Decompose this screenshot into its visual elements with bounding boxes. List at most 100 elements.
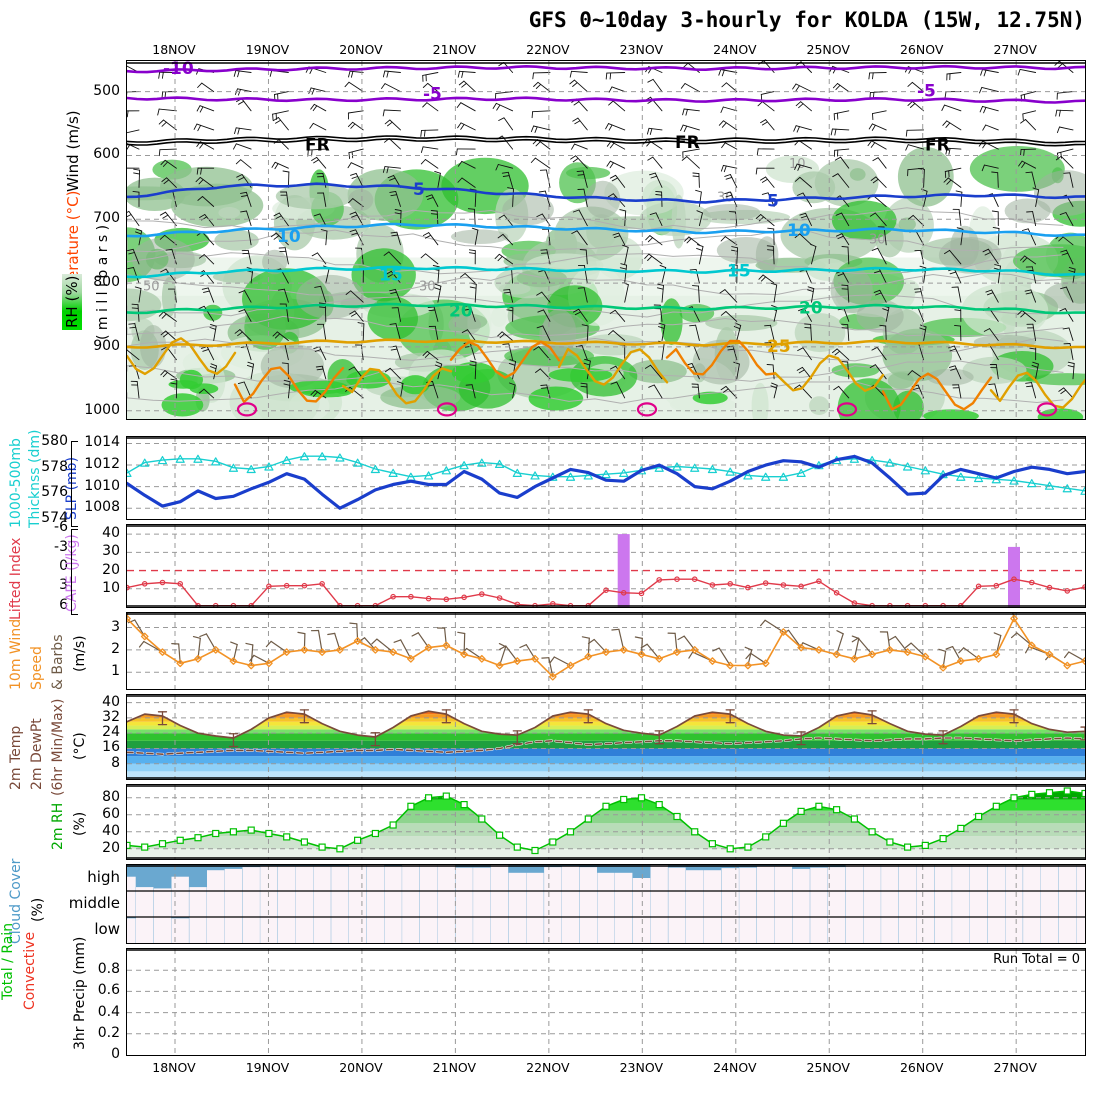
svg-text:-5: -5 — [917, 82, 936, 102]
panel-2m-rh[interactable] — [126, 784, 1086, 860]
date-label: 22NOV — [526, 1060, 570, 1075]
panel-lifted-index-cape[interactable] — [126, 524, 1086, 608]
panel-upper-air[interactable]: 50 30 30 30 10 -10 -5 -5 FR FR FR 5 5 10 10 15 15 20 20 25 — [126, 60, 1086, 420]
svg-text:25: 25 — [767, 337, 791, 357]
svg-text:5: 5 — [413, 180, 425, 200]
thickness-tick: 580 — [41, 433, 68, 450]
slp-tick: 1014 — [84, 434, 120, 451]
svg-text:FR: FR — [925, 135, 950, 155]
precip-tick: 0.2 — [97, 1024, 120, 1041]
date-label: 21NOV — [432, 1060, 477, 1075]
date-label: 19NOV — [245, 1060, 290, 1075]
rh-tick: 20 — [102, 839, 120, 856]
temp-tick: 16 — [102, 739, 120, 756]
precip-tick: 0.4 — [97, 1003, 120, 1020]
cape-tick: 20 — [102, 561, 120, 578]
panel-cloud-cover[interactable] — [126, 864, 1086, 944]
date-label: 23NOV — [619, 42, 664, 57]
rh-tick: 80 — [102, 788, 120, 805]
label-wind-barbs: & Barbs — [50, 634, 66, 691]
cloud-level-tick: high — [87, 868, 120, 886]
wind-tick: 3 — [111, 618, 120, 635]
date-label: 18NOV — [152, 42, 196, 57]
cloud-level-tick: middle — [68, 894, 120, 912]
label-thickness-2: Thicknss (dm) — [27, 429, 43, 528]
temp-tick: 8 — [111, 754, 120, 771]
lifted-index-tick: -6 — [54, 519, 68, 536]
svg-text:FR: FR — [675, 133, 700, 153]
label-2m-rh: 2m RH — [50, 802, 66, 850]
pressure-tick: 900 — [93, 337, 120, 354]
svg-text:10: 10 — [277, 227, 301, 247]
date-label: 26NOV — [899, 1060, 944, 1075]
date-label: 18NOV — [152, 1060, 196, 1075]
label-millibars: ( m i l l i b a r s ) — [95, 224, 111, 340]
temp-tick: 32 — [102, 708, 120, 725]
panel-slp-thickness[interactable] — [126, 436, 1086, 520]
svg-text:20: 20 — [799, 299, 823, 319]
svg-text:-10: -10 — [163, 61, 194, 79]
slp-tick: 1012 — [84, 456, 120, 473]
date-label: 25NOV — [806, 1060, 850, 1075]
date-label: 22NOV — [526, 42, 570, 57]
date-label: 27NOV — [993, 1060, 1037, 1075]
label-temp-units: (°C) — [72, 732, 88, 760]
label-10m-wind: 10m Wind — [8, 618, 24, 690]
svg-text:5: 5 — [767, 191, 779, 211]
svg-text:15: 15 — [727, 262, 751, 282]
date-label: 20NOV — [339, 42, 383, 57]
date-label: 24NOV — [713, 42, 757, 57]
date-label: 20NOV — [339, 1060, 383, 1075]
thickness-tick: 574 — [41, 510, 68, 526]
cape-tick: 30 — [102, 543, 120, 560]
label-wind-units: (m/s) — [72, 635, 88, 672]
slp-tick: 1008 — [84, 499, 120, 516]
date-label: 25NOV — [806, 42, 850, 57]
svg-text:FR: FR — [305, 135, 330, 155]
label-2m-dewpt: 2m DewPt — [29, 718, 45, 790]
label-2m-temp: 2m Temp — [8, 725, 24, 790]
svg-text:-5: -5 — [423, 84, 442, 104]
run-total-annotation: Run Total = 0 — [993, 952, 1080, 967]
label-thickness-1: 1000-500mb — [8, 438, 24, 528]
label-wind-speed: Speed — [29, 646, 45, 690]
cape-tick: 10 — [102, 579, 120, 596]
wind-tick: 2 — [111, 640, 120, 657]
date-label: 23NOV — [619, 1060, 664, 1075]
pressure-tick: 600 — [93, 146, 120, 163]
pressure-tick: 800 — [93, 274, 120, 291]
lifted-index-axis-bracket — [71, 529, 78, 615]
svg-text:30: 30 — [419, 280, 436, 295]
svg-text:10: 10 — [787, 221, 811, 241]
label-total-rain: Total / Rain — [0, 922, 16, 1000]
temp-tick: 40 — [102, 693, 120, 710]
date-label: 27NOV — [993, 42, 1037, 57]
slp-tick: 1010 — [84, 477, 120, 494]
date-label: 21NOV — [432, 42, 477, 57]
lifted-index-tick: -3 — [54, 538, 68, 555]
lifted-index-tick: 0 — [59, 557, 68, 574]
cape-tick: 40 — [102, 525, 120, 542]
label-convective: Convective — [22, 931, 38, 1010]
label-3hr-precip: 3hr Precip (mm) — [72, 936, 88, 1050]
thickness-tick: 578 — [41, 458, 68, 475]
svg-text:50: 50 — [143, 280, 160, 295]
lifted-index-tick: 6 — [59, 596, 68, 613]
panel-temp-dewpoint[interactable] — [126, 694, 1086, 780]
date-label: 19NOV — [245, 42, 290, 57]
svg-text:20: 20 — [449, 301, 473, 321]
thickness-axis-bracket — [71, 441, 78, 527]
pressure-tick: 700 — [93, 210, 120, 227]
precip-tick: 0 — [111, 1046, 120, 1062]
page-title: GFS 0~10day 3-hourly for KOLDA (15W, 12.… — [528, 8, 1085, 32]
svg-text:15: 15 — [379, 266, 403, 286]
panel-precipitation[interactable] — [126, 948, 1086, 1056]
precip-tick: 0.6 — [97, 982, 120, 999]
lifted-index-tick: 3 — [59, 577, 68, 594]
wind-tick: 1 — [111, 663, 120, 680]
label-minmax: (6hr Min/Max) — [50, 698, 66, 796]
label-rh-units: (%) — [72, 811, 88, 836]
panel-wind[interactable] — [126, 612, 1086, 690]
label-lifted-index: Lifted Index — [8, 537, 24, 620]
